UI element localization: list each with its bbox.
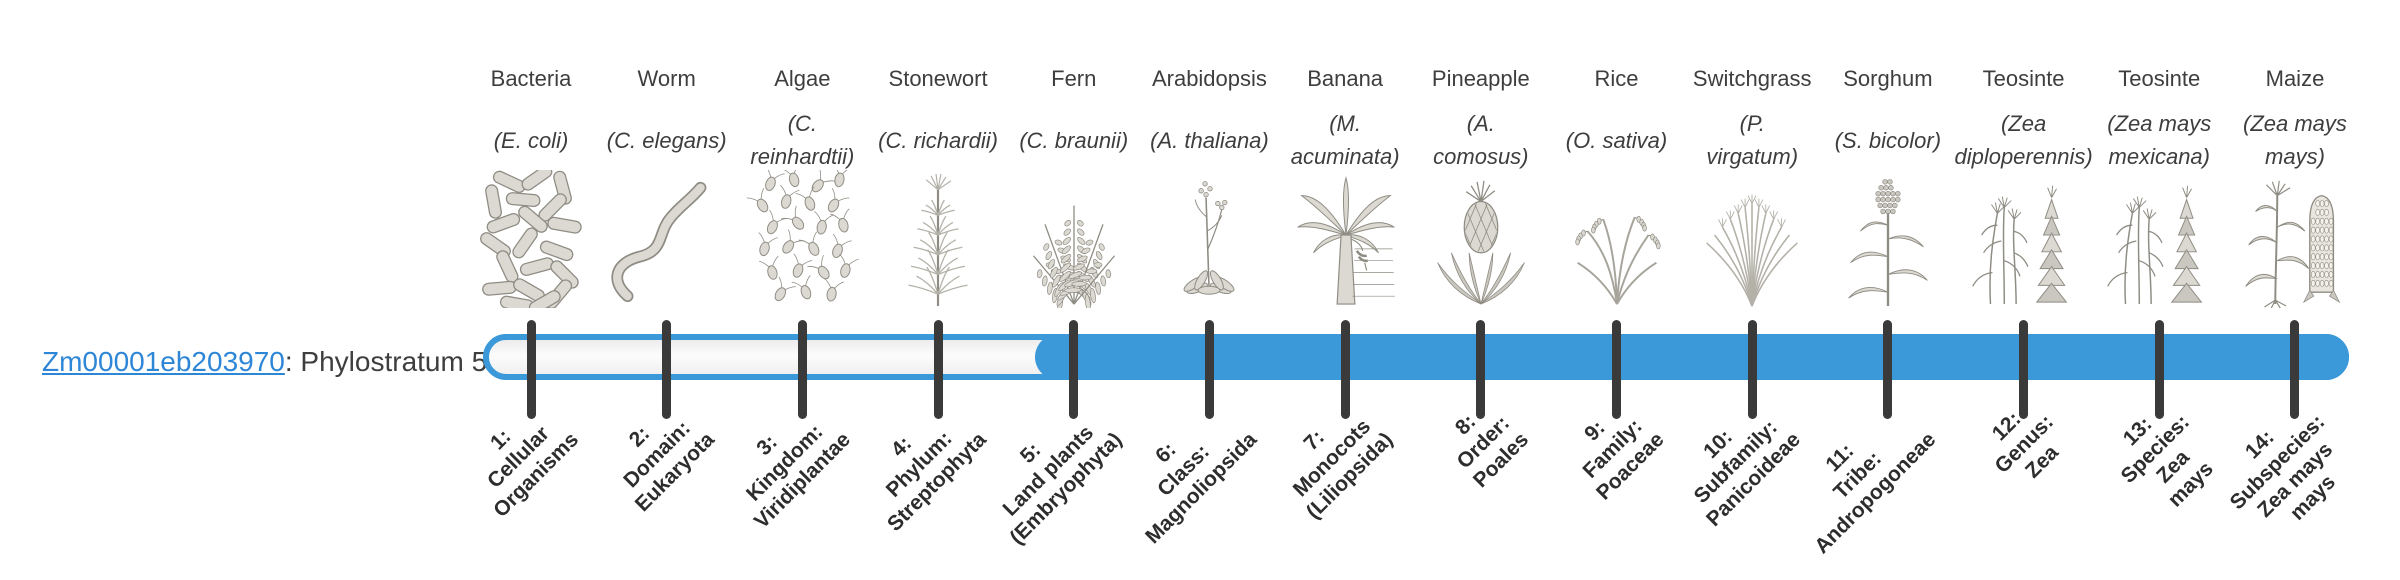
algae-illustration	[735, 168, 869, 308]
stratum-tick-12	[2019, 320, 2029, 419]
species-name-line: (Zea	[2000, 111, 2047, 136]
species-name-line: (C.	[787, 111, 818, 136]
stratum-tick-5	[1069, 320, 1079, 419]
stratum-stage-label: 7: Monocots (Liliopsida)	[1266, 392, 1398, 524]
organism-name: Worm	[637, 66, 696, 91]
stratum-tick-14	[2290, 320, 2300, 419]
species-name-line: (A. thaliana)	[1150, 127, 1269, 153]
rice-illustration	[1550, 168, 1684, 308]
organism-name: Stonewort	[888, 66, 988, 91]
stratum-stage-label: 6: Class: Magnoliopsida	[1105, 392, 1262, 549]
species-name-line: (P.	[1739, 111, 1765, 136]
organism-species-name: (C. braunii)	[989, 104, 1159, 176]
switchgrass-illustration	[1685, 168, 1819, 308]
organism-name: Bacteria	[490, 66, 572, 91]
stratum-tick-3	[797, 320, 807, 419]
organism-species-name: (A. comosus)	[1396, 104, 1566, 176]
organism-species-name: (Zea mays mays)	[2210, 104, 2380, 176]
stratum-tick-11	[1883, 320, 1893, 419]
teosinte-mexicana-illustration	[2092, 168, 2226, 308]
species-name-line: (Zea mays	[2107, 111, 2212, 136]
fern-illustration	[1007, 168, 1141, 308]
organism-species-name: (C. richardii)	[853, 104, 1023, 176]
organism-name: Maize	[2265, 66, 2325, 91]
organism-species-name: (A. thaliana)	[1124, 104, 1294, 176]
stratum-stage-label: 3: Kingdom: Viridiplantae	[714, 392, 856, 534]
gene-phylostratum-text: : Phylostratum 5	[284, 346, 488, 377]
stratum-stage-label: 2: Domain: Eukaryota	[595, 392, 720, 517]
species-name-line: reinhardtii)	[750, 144, 855, 169]
stratum-tick-13	[2154, 320, 2164, 419]
stratum-stage-label: 4: Phylum: Streptophyta	[846, 392, 991, 537]
organism-species-name: (S. bicolor)	[1803, 104, 1973, 176]
gene-id-link[interactable]: Zm00001eb203970	[42, 346, 285, 377]
worm-illustration	[600, 168, 734, 308]
species-name-line: (Zea mays	[2243, 111, 2347, 136]
stratum-stage-label: 14: Subspecies: Zea mays mays	[2207, 392, 2365, 550]
stratum-stage-label: 1: Cellular Organisms	[453, 392, 584, 523]
pineapple-illustration	[1414, 168, 1548, 308]
species-name-line: (C. braunii)	[1019, 127, 1129, 153]
species-name-line: (C. richardii)	[878, 127, 998, 153]
organism-species-name: (P. virgatum)	[1667, 104, 1837, 176]
species-name-line: mays)	[2265, 144, 2325, 169]
organism-name: Sorghum	[1843, 66, 1933, 91]
bacteria-illustration	[464, 168, 598, 308]
organism-name: Pineapple	[1431, 66, 1530, 91]
stratum-tick-6	[1204, 320, 1214, 419]
species-name-line: (M.	[1329, 111, 1361, 136]
stratum-stage-label: 5: Land plants (Embryophyta)	[969, 392, 1127, 550]
stratum-tick-8	[1476, 320, 1486, 419]
species-name-line: (E. coli)	[493, 127, 569, 153]
stratum-tick-10	[1747, 320, 1757, 419]
organism-name: Arabidopsis	[1151, 66, 1267, 91]
stratum-stage-label: 13: Species: Zea mays	[2098, 392, 2230, 524]
organism-name: Fern	[1051, 66, 1097, 91]
organism-name: Switchgrass	[1692, 66, 1812, 91]
stratum-tick-1	[526, 320, 536, 419]
gene-label: Zm00001eb203970: Phylostratum 5	[42, 346, 487, 378]
species-name-line: diploperennis)	[1954, 144, 2093, 169]
teosinte-diploperennis-illustration	[1957, 168, 2091, 308]
organism-species-name: (E. coli)	[446, 104, 616, 176]
organism-name: Algae	[774, 66, 831, 91]
organism-species-name: (C. elegans)	[582, 104, 752, 176]
organism-name: Teosinte	[1982, 66, 2065, 91]
stonewort-illustration	[871, 168, 1005, 308]
species-name-line: comosus)	[1433, 144, 1529, 169]
organism-species-name: (O. sativa)	[1532, 104, 1702, 176]
organism-species-name: (Zea diploperennis)	[1939, 104, 2109, 176]
organism-species-name: (M. acuminata)	[1260, 104, 1430, 176]
banana-illustration	[1278, 168, 1412, 308]
species-name-line: (A.	[1466, 111, 1495, 136]
species-name-line: (C. elegans)	[606, 127, 727, 153]
stratum-tick-9	[1612, 320, 1622, 419]
species-name-line: (S. bicolor)	[1834, 127, 1942, 153]
stratum-stage-label: 11: Tribe: Andropogoneae	[1774, 392, 1941, 559]
stratum-tick-4	[933, 320, 943, 419]
organism-name: Banana	[1307, 66, 1384, 91]
species-name-line: virgatum)	[1706, 144, 1799, 169]
timeline-filled-range	[1035, 334, 2349, 380]
organism-species-name: (C. reinhardtii)	[717, 104, 887, 176]
stratum-tick-7	[1340, 320, 1350, 419]
maize-illustration	[2228, 168, 2362, 308]
arabidopsis-illustration	[1142, 168, 1276, 308]
species-name-line: mexicana)	[2108, 144, 2210, 169]
sorghum-illustration	[1821, 168, 1955, 308]
organism-species-name: (Zea mays mexicana)	[2074, 104, 2244, 176]
species-name-line: (O. sativa)	[1565, 127, 1668, 153]
stratum-tick-2	[662, 320, 672, 419]
species-name-line: acuminata)	[1290, 144, 1400, 169]
organism-name: Teosinte	[2118, 66, 2201, 91]
organism-name: Rice	[1594, 66, 1639, 91]
